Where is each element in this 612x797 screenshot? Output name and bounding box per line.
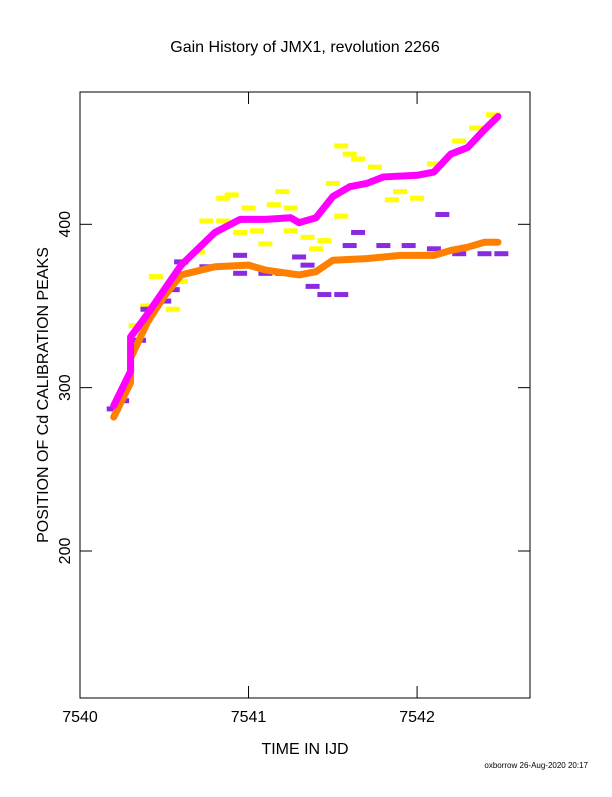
data-point: [384, 197, 399, 203]
data-point: [174, 278, 189, 284]
x-tick-label: 7541: [231, 709, 267, 726]
data-point: [376, 243, 391, 249]
data-point: [300, 234, 315, 240]
data-point: [233, 229, 248, 235]
data-point: [334, 143, 349, 149]
plot-frame: [79, 91, 531, 699]
chart-title: Gain History of JMX1, revolution 2266: [170, 39, 440, 56]
data-point: [308, 246, 323, 252]
data-point: [367, 164, 382, 170]
data-point: [148, 274, 163, 280]
data-point: [334, 213, 349, 219]
data-point: [233, 252, 248, 258]
data-point: [292, 254, 307, 260]
data-point: [426, 161, 441, 167]
data-line: [110, 113, 502, 410]
y-tick-label: 400: [57, 211, 74, 238]
data-point: [494, 251, 509, 257]
data-point: [334, 292, 349, 298]
data-point: [452, 138, 467, 144]
y-axis-label: POSITION OF Cd CALIBRATION PEAKS: [35, 247, 52, 543]
data-point: [485, 112, 500, 118]
data-point: [317, 292, 332, 298]
y-tick-label: 200: [57, 538, 74, 565]
data-point: [393, 189, 408, 195]
data-point: [426, 246, 441, 252]
data-point: [325, 180, 340, 186]
data-point: [241, 205, 256, 211]
data-point: [199, 218, 214, 224]
data-point: [342, 151, 357, 157]
data-point: [300, 262, 315, 268]
data-point: [165, 306, 180, 312]
data-point: [305, 283, 320, 289]
data-point: [342, 243, 357, 249]
data-point: [317, 238, 332, 244]
data-point: [351, 156, 366, 162]
data-point: [435, 212, 450, 218]
data-point: [452, 251, 467, 257]
data-point: [477, 251, 492, 257]
data-point: [216, 218, 231, 224]
data-point: [283, 228, 298, 234]
x-axis-label: TIME IN IJD: [261, 741, 348, 758]
data-point: [351, 229, 366, 235]
data-point: [233, 270, 248, 276]
data-point: [469, 125, 484, 131]
data-point: [140, 303, 155, 309]
data-point: [224, 192, 239, 198]
x-tick-label: 7542: [399, 709, 435, 726]
data-point: [283, 205, 298, 211]
data-point: [410, 195, 425, 201]
data-point: [401, 243, 416, 249]
data-point: [216, 195, 231, 201]
data-point: [249, 228, 264, 234]
x-tick-label: 7540: [62, 709, 98, 726]
data-point: [266, 202, 281, 208]
data-point: [275, 189, 290, 195]
footer: oxborrow 26-Aug-2020 20:17: [484, 761, 588, 770]
y-tick-label: 300: [57, 374, 74, 401]
data-line: [110, 238, 502, 421]
data-point: [258, 241, 273, 247]
